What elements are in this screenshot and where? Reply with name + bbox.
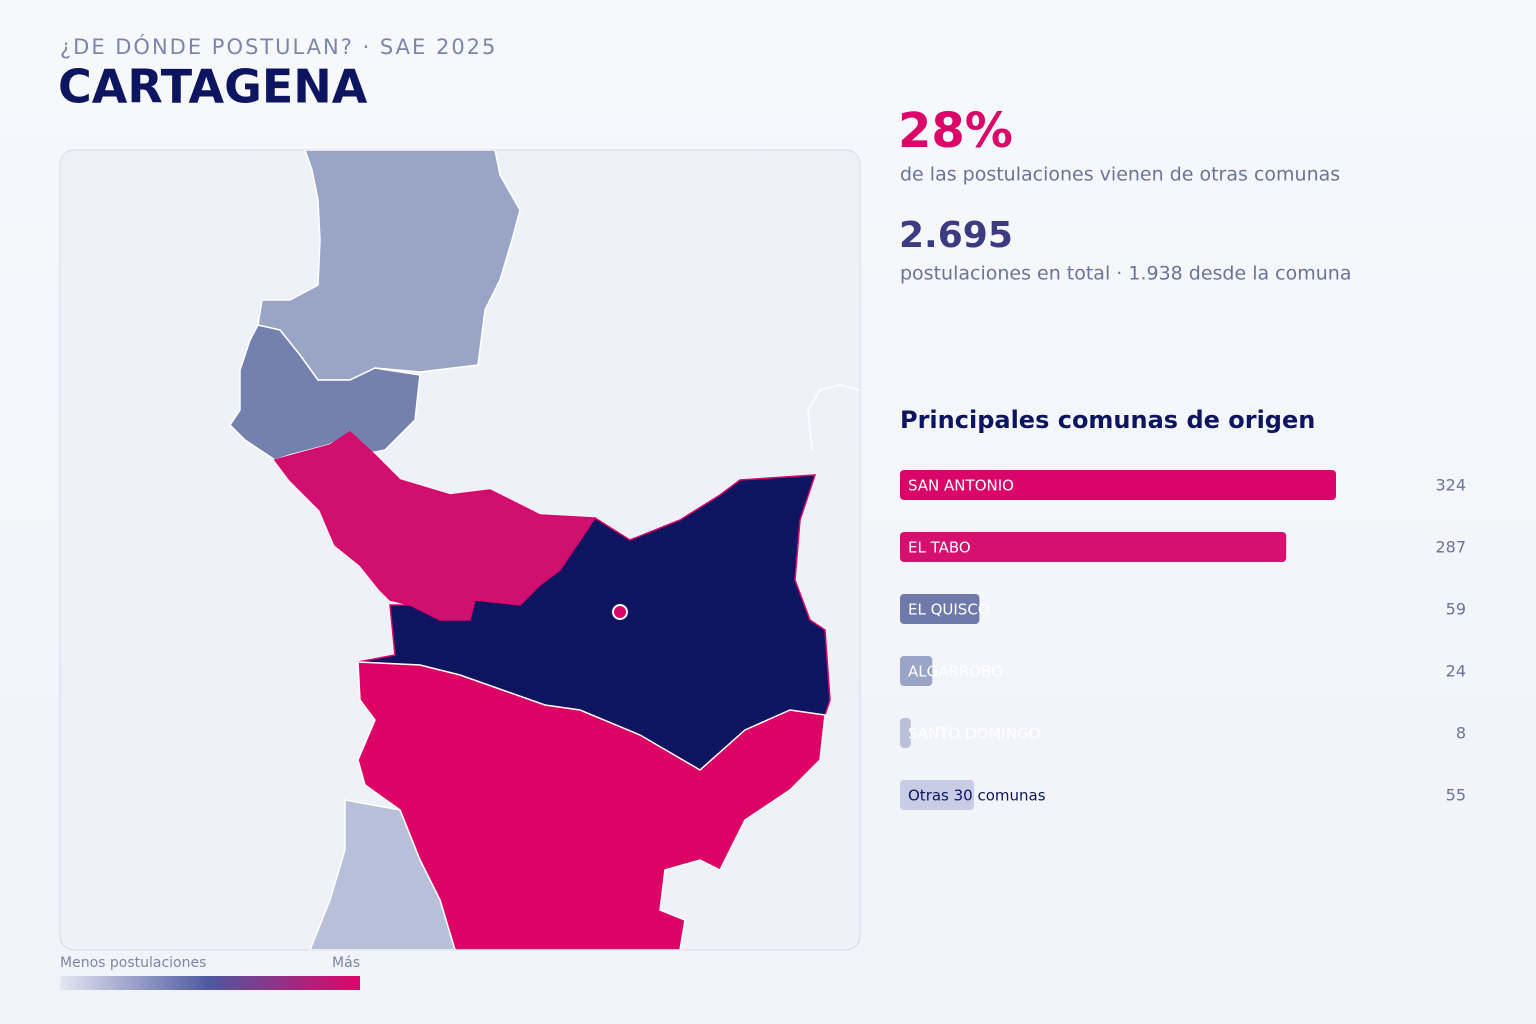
value-label: 8	[1456, 724, 1466, 743]
chart-title: Principales comunas de origen	[900, 406, 1315, 434]
bar	[900, 532, 1287, 562]
legend-gradient	[60, 976, 360, 990]
region-santo-domingo	[308, 799, 457, 950]
bar	[900, 718, 911, 748]
title: CARTAGENA	[58, 60, 368, 114]
map	[229, 150, 860, 950]
bar-label: EL TABO	[908, 539, 971, 557]
value-label: 55	[1446, 786, 1466, 805]
bar	[900, 656, 933, 686]
value-label: 59	[1446, 600, 1466, 619]
total-stat: 2.695	[899, 215, 1013, 256]
value-label: 324	[1435, 476, 1466, 495]
bar	[900, 470, 1336, 500]
bar-label: EL QUISCO	[908, 601, 990, 619]
value-label: 24	[1446, 662, 1466, 681]
bar	[900, 780, 975, 810]
total-text: postulaciones en total · 1.938 desde la …	[900, 263, 1352, 285]
bar-label: SAN ANTONIO	[908, 477, 1014, 495]
bar-label: SANTO DOMINGO	[908, 725, 1040, 743]
value-label: 287	[1435, 538, 1466, 557]
legend-high: Más	[332, 955, 360, 971]
bar-label: Otras 30 comunas	[908, 787, 1046, 805]
share-stat: 28%	[898, 103, 1013, 159]
bar	[900, 594, 980, 624]
subtitle: ¿DE DÓNDE POSTULAN? · SAE 2025	[60, 34, 497, 59]
legend-low: Menos postulaciones	[60, 955, 206, 971]
region-san-antonio	[357, 661, 826, 950]
share-text: de las postulaciones vienen de otras com…	[900, 164, 1340, 186]
location-marker	[612, 604, 628, 620]
bar-label: ALGARROBO	[908, 663, 1003, 681]
region-outline	[807, 384, 860, 451]
